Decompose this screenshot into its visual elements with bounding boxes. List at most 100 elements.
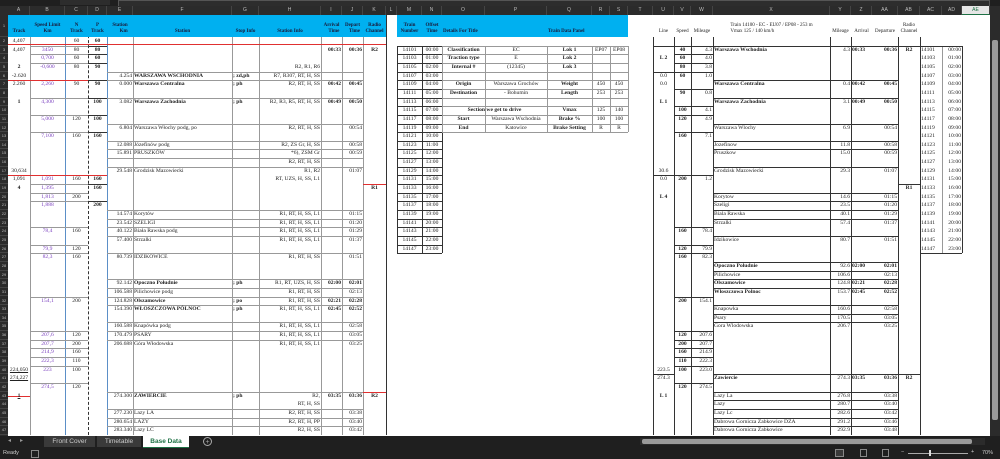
cell-d13[interactable]: 160 <box>93 133 102 140</box>
cell-x47[interactable]: Dabrowa Gornicza Zabkowice <box>714 427 783 434</box>
column-header-f[interactable]: F <box>133 6 232 15</box>
cell-n11[interactable]: 08:00 <box>425 115 439 122</box>
cell-z9[interactable]: 00:49 <box>852 98 866 105</box>
cell-m11[interactable]: 14117 <box>402 115 417 122</box>
cell-b32[interactable]: 154,1 <box>41 297 54 304</box>
cell-n21[interactable]: 18:00 <box>425 202 439 209</box>
cell-s11[interactable]: 100 <box>614 115 624 122</box>
cell-j46[interactable]: 03:40 <box>349 418 362 425</box>
cell-aa9[interactable]: 00:50 <box>883 98 897 105</box>
cell-z41[interactable]: 03:35 <box>852 375 866 382</box>
cell-f32[interactable]: Olszamowice <box>134 297 166 304</box>
cell-s3[interactable]: EP08 <box>612 46 626 53</box>
cell-x35[interactable]: Gora Wlodowska <box>714 323 754 330</box>
cell-y34[interactable]: 170.5 <box>837 314 850 321</box>
cell-aa35[interactable]: 03:25 <box>884 323 897 330</box>
cell-o11[interactable]: Start <box>457 115 470 122</box>
cell-ad23[interactable]: 20:00 <box>948 219 961 226</box>
row-header-47[interactable]: 47 <box>0 426 8 435</box>
cell-v11[interactable]: 120 <box>678 115 687 122</box>
cell-n12[interactable]: 09:00 <box>425 124 439 131</box>
cell-y35[interactable]: 206.7 <box>837 323 850 330</box>
row-header-31[interactable]: 31 <box>0 288 8 297</box>
cell-c2[interactable]: 60 <box>73 38 80 44</box>
cell-x3[interactable]: Warszawa Wschodnia <box>714 46 767 53</box>
cell-m6[interactable]: 14107 <box>402 72 417 79</box>
cell-x28[interactable]: Opoczno Poludnie <box>714 262 758 269</box>
cell-g33[interactable]: ; ph <box>233 306 243 313</box>
cell-v1[interactable]: Speed <box>676 29 689 34</box>
cell-k43[interactable]: R2 <box>371 392 378 399</box>
cell-aa23[interactable]: 01:37 <box>884 219 897 226</box>
cell-c18[interactable]: 160 <box>72 176 81 183</box>
cell-w32[interactable]: 154.1 <box>699 297 712 304</box>
cell-d19[interactable]: 160 <box>93 185 102 192</box>
cell-p4[interactable]: E <box>514 55 518 62</box>
cell-e46[interactable]: 280.654 <box>113 418 132 425</box>
cell-y17[interactable]: 29.3 <box>840 167 850 174</box>
cell-h24[interactable]: R1, RT, H, SS, L1 <box>279 228 320 235</box>
cell-d5[interactable]: 90 <box>94 63 101 70</box>
tab-front-cover[interactable]: Front Cover <box>44 436 95 447</box>
cell-z3[interactable]: 00:33 <box>852 46 866 53</box>
cell-ac4[interactable]: 14103 <box>921 55 935 62</box>
row-header-26[interactable]: 26 <box>0 245 8 254</box>
cell-x34[interactable]: Psary <box>714 314 727 321</box>
cell-ac15[interactable]: 14125 <box>921 150 935 157</box>
cell-ac8[interactable]: 14111 <box>921 89 935 96</box>
cell-x17[interactable]: Grodzisk Mazowiecki <box>714 167 764 174</box>
cell-m17[interactable]: 14129 <box>402 167 417 174</box>
cell-j1[interactable]: Depart Time <box>342 15 363 37</box>
cell-e31[interactable]: 106.588 <box>113 288 132 295</box>
cell-h47[interactable]: R2, H, SS <box>297 427 320 434</box>
cell-v8[interactable]: 90 <box>679 89 686 96</box>
cell-ad9[interactable]: 06:00 <box>948 98 961 105</box>
cell-n16[interactable]: 13:00 <box>425 159 439 166</box>
cell-v5[interactable]: 80 <box>679 63 686 70</box>
cell-ad6[interactable]: 03:00 <box>948 72 961 79</box>
cell-q7[interactable]: Weight <box>560 81 579 88</box>
column-header-p[interactable]: P <box>485 6 547 15</box>
cell-v37[interactable]: 200 <box>678 340 687 347</box>
zoom-out-icon[interactable]: − <box>901 449 905 455</box>
cell-u6[interactable]: 0.0 <box>660 72 667 79</box>
row-header-25[interactable]: 25 <box>0 236 8 245</box>
cell-n4[interactable]: 01:00 <box>425 55 439 62</box>
cell-z7[interactable]: 00:42 <box>852 81 866 88</box>
column-header-d[interactable]: D <box>88 6 107 15</box>
cell-n3[interactable]: 00:00 <box>425 46 439 53</box>
cell-o12[interactable]: End <box>458 124 469 131</box>
cell-i43[interactable]: 03:35 <box>327 392 341 399</box>
row-header-7[interactable]: 7 <box>0 80 8 89</box>
row-header-11[interactable]: 11 <box>0 115 8 124</box>
column-header-z[interactable]: Z <box>851 6 872 15</box>
cell-h35[interactable]: R1, RT, H, SS, L1 <box>279 323 320 330</box>
cell-m16[interactable]: 14127 <box>402 159 417 166</box>
cell-j35[interactable]: 02:58 <box>349 323 362 330</box>
cell-d18[interactable]: 160 <box>93 176 102 183</box>
cell-u7[interactable]: 0.0 <box>660 81 667 88</box>
cell-f1[interactable]: Station <box>133 15 232 37</box>
cell-v39[interactable]: 110 <box>678 358 687 365</box>
cell-x44[interactable]: Lazy <box>714 401 726 408</box>
cell-aa31[interactable]: 02:52 <box>883 288 897 295</box>
cell-m9[interactable]: 14113 <box>402 98 417 105</box>
cell-f24[interactable]: Biała Rawska podg <box>134 228 178 235</box>
cell-r7[interactable]: 450 <box>596 81 606 88</box>
cell-v42[interactable]: 120 <box>678 384 687 390</box>
cell-f25[interactable]: Strzalki <box>134 236 152 243</box>
cell-a17[interactable]: 30,634 <box>11 167 27 174</box>
row-header-3[interactable]: 3 <box>0 46 8 55</box>
cell-ac17[interactable]: 14129 <box>921 167 935 174</box>
cell-m3[interactable]: 14101 <box>402 46 417 53</box>
cell-k1[interactable]: Radio Channel <box>363 15 386 37</box>
cell-e6[interactable]: 4.254 <box>119 72 132 79</box>
cell-a9[interactable]: 1 <box>17 98 21 105</box>
cell-ad17[interactable]: 14:00 <box>948 167 961 174</box>
column-header-b[interactable]: B <box>30 6 65 15</box>
cell-w10[interactable]: 4.1 <box>705 107 712 114</box>
cell-j31[interactable]: 02:13 <box>349 288 362 295</box>
cell-ac25[interactable]: 14145 <box>921 236 935 243</box>
cell-u1[interactable]: Line <box>658 29 669 34</box>
row-header-10[interactable]: 10 <box>0 106 8 115</box>
